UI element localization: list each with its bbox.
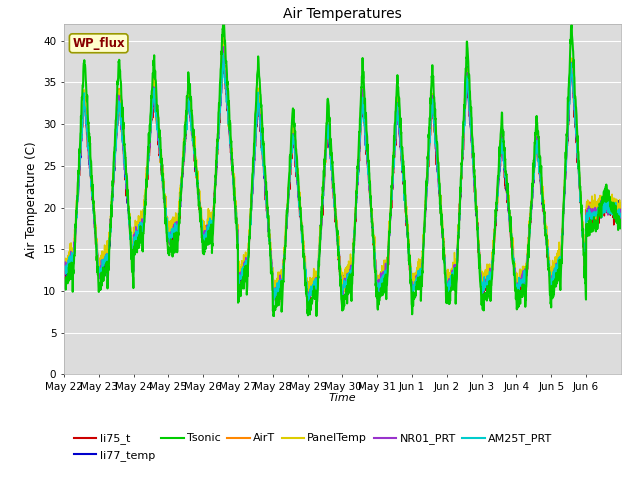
NR01_PRT [116, 104, 124, 109]
NR01_PRT [269, 301, 277, 307]
AirT [220, 43, 227, 48]
PanelTemp [220, 34, 227, 40]
AM25T_PRT [269, 303, 277, 309]
Legend: li75_t, li77_temp, Tsonic, AirT, PanelTemp, NR01_PRT, AM25T_PRT: li75_t, li77_temp, Tsonic, AirT, PanelTe… [70, 429, 557, 465]
AirT [236, 272, 244, 277]
Tsonic [116, 65, 124, 71]
li75_t [220, 53, 228, 59]
li77_temp [542, 228, 550, 234]
AirT [511, 263, 518, 268]
AM25T_PRT [116, 103, 124, 108]
Title: Air Temperatures: Air Temperatures [283, 8, 402, 22]
Y-axis label: Air Temperature (C): Air Temperature (C) [24, 141, 38, 257]
AM25T_PRT [609, 207, 617, 213]
Tsonic [376, 289, 384, 295]
Line: li75_t: li75_t [64, 56, 621, 304]
Tsonic [609, 207, 617, 213]
li77_temp [236, 277, 244, 283]
PanelTemp [303, 297, 311, 303]
X-axis label: Time: Time [328, 394, 356, 403]
li77_temp [60, 272, 68, 277]
li77_temp [609, 207, 617, 213]
NR01_PRT [376, 279, 384, 285]
li77_temp [617, 209, 625, 215]
AM25T_PRT [60, 267, 68, 273]
NR01_PRT [220, 44, 227, 50]
PanelTemp [376, 276, 384, 282]
li75_t [116, 107, 124, 112]
NR01_PRT [60, 268, 68, 274]
AirT [617, 205, 625, 211]
NR01_PRT [236, 276, 244, 281]
li75_t [609, 208, 617, 214]
AirT [116, 98, 124, 104]
li77_temp [116, 102, 124, 108]
Tsonic [542, 231, 550, 237]
li75_t [511, 269, 518, 275]
AM25T_PRT [376, 282, 384, 288]
PanelTemp [116, 95, 124, 101]
Line: AM25T_PRT: AM25T_PRT [64, 54, 621, 306]
NR01_PRT [542, 233, 550, 239]
AM25T_PRT [220, 51, 227, 57]
li75_t [60, 275, 68, 281]
PanelTemp [236, 268, 244, 274]
PanelTemp [60, 266, 68, 272]
NR01_PRT [609, 203, 617, 209]
AM25T_PRT [617, 211, 625, 216]
AM25T_PRT [542, 227, 550, 232]
Line: li77_temp: li77_temp [64, 51, 621, 303]
li77_temp [511, 269, 518, 275]
AirT [376, 278, 384, 284]
li77_temp [304, 300, 312, 306]
Tsonic [60, 277, 68, 283]
li75_t [269, 301, 277, 307]
li75_t [542, 228, 550, 233]
NR01_PRT [617, 216, 625, 221]
li77_temp [376, 277, 384, 283]
AirT [609, 205, 617, 211]
Text: WP_flux: WP_flux [72, 37, 125, 50]
li77_temp [220, 48, 227, 54]
Tsonic [617, 217, 625, 223]
AirT [269, 297, 277, 303]
AM25T_PRT [511, 264, 518, 270]
PanelTemp [511, 258, 518, 264]
Tsonic [236, 287, 244, 293]
Tsonic [269, 313, 277, 319]
PanelTemp [617, 201, 625, 206]
Tsonic [511, 272, 518, 277]
PanelTemp [609, 201, 617, 206]
AirT [542, 230, 550, 236]
li75_t [376, 277, 384, 283]
NR01_PRT [511, 266, 518, 272]
Line: NR01_PRT: NR01_PRT [64, 47, 621, 304]
li75_t [617, 213, 625, 218]
Line: Tsonic: Tsonic [64, 24, 621, 316]
Line: AirT: AirT [64, 46, 621, 300]
Tsonic [220, 21, 227, 27]
AirT [60, 267, 68, 273]
li75_t [236, 276, 244, 282]
PanelTemp [542, 230, 550, 236]
Line: PanelTemp: PanelTemp [64, 37, 621, 300]
AM25T_PRT [236, 275, 244, 281]
